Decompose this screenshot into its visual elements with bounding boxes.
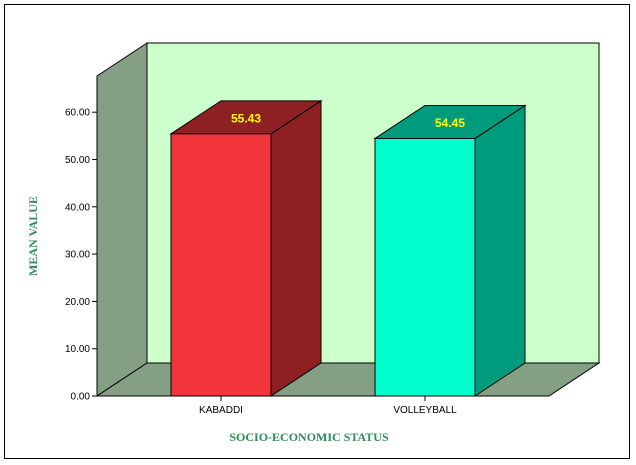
x-category-label: KABADDI xyxy=(199,405,243,416)
y-tick-label: 60.00 xyxy=(65,108,90,119)
y-tick-label: 50.00 xyxy=(65,155,90,166)
bar-value-label: 55.43 xyxy=(231,111,261,125)
y-tick-label: 0.00 xyxy=(71,392,91,403)
chart-side-wall xyxy=(96,42,148,397)
y-tick-label: 10.00 xyxy=(65,344,90,355)
x-axis-title: SOCIO-ECONOMIC STATUS xyxy=(229,430,389,444)
x-axis-categories: KABADDI VOLLEYBALL xyxy=(199,396,457,416)
y-axis-title: MEAN VALUE xyxy=(26,196,40,276)
bar-front xyxy=(170,133,272,397)
bar-side xyxy=(270,99,322,397)
bar-value-label: 54.45 xyxy=(435,116,465,130)
bar-chart-3d: 0.00 10.00 20.00 30.00 40.00 50.00 60.00 55.43… xyxy=(26,42,601,444)
bar-front xyxy=(374,137,476,397)
bar-side xyxy=(474,104,526,397)
bar-kabaddi: 55.43 xyxy=(169,99,323,397)
y-axis: 0.00 10.00 20.00 30.00 40.00 50.00 60.00 xyxy=(65,76,98,403)
x-category-label: VOLLEYBALL xyxy=(393,405,457,416)
bar-volleyball: 54.45 xyxy=(373,104,527,397)
chart-frame: 0.00 10.00 20.00 30.00 40.00 50.00 60.00 55.43… xyxy=(4,4,630,459)
y-tick-label: 20.00 xyxy=(65,297,90,308)
y-tick-label: 40.00 xyxy=(65,202,90,213)
y-tick-label: 30.00 xyxy=(65,250,90,261)
